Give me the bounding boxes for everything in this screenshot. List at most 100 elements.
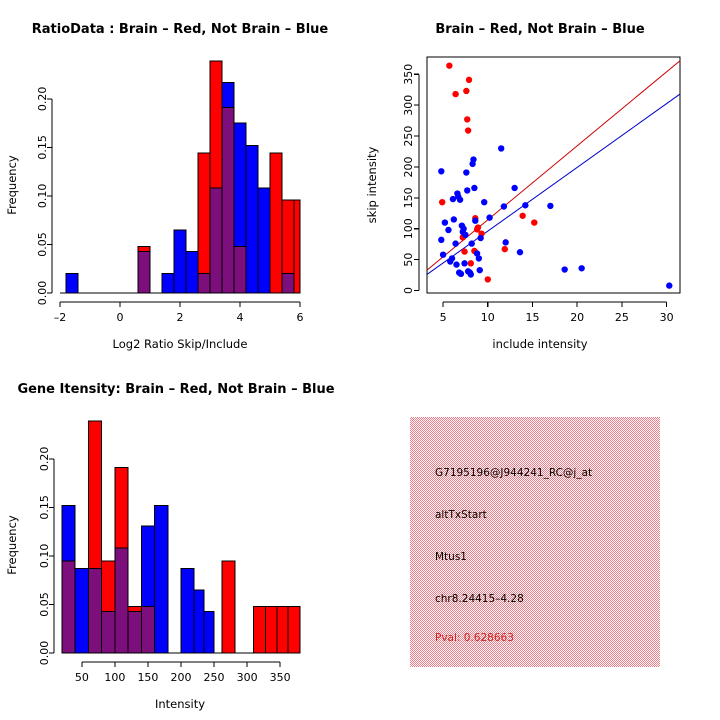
- ratio-histogram-xlabel: Log2 Ratio Skip/Include: [113, 337, 248, 351]
- event-type-text: altTxStart: [435, 509, 487, 521]
- scatter-point: [498, 145, 505, 152]
- histogram-bar: [180, 568, 195, 654]
- scatter-point: [511, 184, 518, 192]
- x-axis-tick-label: 6: [297, 311, 304, 324]
- histogram-bar-overlap: [127, 610, 142, 654]
- histogram-bar-overlap: [137, 250, 151, 294]
- scatter-point: [445, 226, 452, 234]
- histogram-bar: [74, 568, 89, 654]
- x-axis-tick-label: 200: [171, 671, 192, 684]
- gene-histogram-xlabel: Intensity: [155, 697, 205, 711]
- panel-ratio-histogram: RatioData : Brain – Red, Not Brain – Blu…: [0, 0, 360, 360]
- scatter-point: [502, 239, 509, 246]
- x-axis-tick-label: –2: [54, 311, 67, 324]
- histogram-bar-overlap: [101, 610, 116, 654]
- y-axis-tick-label: 0.10: [38, 544, 51, 569]
- histogram-bar-overlap: [197, 273, 211, 294]
- scatter-point: [450, 216, 458, 223]
- histogram-bar-overlap: [61, 560, 76, 654]
- x-axis-tick-label: 300: [237, 671, 258, 684]
- gene-histogram-svg: Gene Itensity: Brain – Red, Not Brain – …: [5, 382, 335, 711]
- histogram-bar-overlap: [281, 273, 295, 294]
- histogram-bar: [269, 152, 283, 294]
- panel-intensity-scatter: Brain – Red, Not Brain – Blue include in…: [360, 0, 720, 360]
- scatter-svg: Brain – Red, Not Brain – Blue include in…: [365, 22, 681, 351]
- scatter-xlabel: include intensity: [492, 337, 587, 351]
- scatter-point: [449, 195, 457, 203]
- histogram-bar: [253, 605, 267, 654]
- histogram-bar-overlap: [209, 187, 223, 294]
- scatter-title: Brain – Red, Not Brain – Blue: [435, 22, 644, 37]
- probe-id-text: G7195196@J944241_RC@j_at: [435, 467, 592, 479]
- x-axis-tick-label: 2: [177, 311, 184, 324]
- scatter-point: [456, 196, 464, 203]
- scatter-point: [470, 156, 477, 163]
- histogram-bar: [185, 250, 199, 294]
- x-axis-tick-label: 20: [570, 311, 584, 324]
- scatter-point: [531, 219, 538, 226]
- scatter-point: [439, 251, 447, 258]
- scatter-point: [473, 226, 481, 233]
- x-axis-tick-label: 150: [137, 671, 158, 684]
- scatter-point: [463, 169, 470, 176]
- y-axis-tick-label: 0.20: [38, 447, 51, 472]
- scatter-point: [561, 266, 568, 273]
- y-axis-tick-label: 0.05: [36, 232, 49, 256]
- scatter-point: [516, 249, 524, 256]
- y-axis-tick-label: 100: [402, 218, 415, 239]
- histogram-bar: [257, 187, 271, 294]
- scatter-point: [486, 214, 493, 221]
- scatter-point: [465, 76, 473, 84]
- x-axis-tick-label: 250: [204, 671, 225, 684]
- histogram-bar: [193, 589, 205, 654]
- y-axis-tick-label: 200: [402, 156, 415, 177]
- x-axis-tick-label: 5: [440, 311, 447, 324]
- probe-info-background: [410, 417, 660, 667]
- histogram-bar: [203, 610, 215, 654]
- scatter-point: [522, 202, 529, 209]
- scatter-point: [438, 236, 445, 244]
- ratio-histogram-svg: RatioData : Brain – Red, Not Brain – Blu…: [5, 22, 328, 351]
- pval-text: Pval: 0.628663: [435, 632, 514, 644]
- panel-probe-info: G7195196@J944241_RC@j_at altTxStart Mtus…: [360, 360, 720, 720]
- scatter-point: [461, 248, 468, 255]
- scatter-point: [468, 240, 475, 247]
- y-axis-tick-label: 0.20: [36, 87, 49, 112]
- panel-gene-intensity-histogram: Gene Itensity: Brain – Red, Not Brain – …: [0, 360, 360, 720]
- scatter-point: [519, 212, 526, 219]
- scatter-point: [452, 90, 459, 98]
- scatter-point: [464, 127, 472, 134]
- probe-info-svg: G7195196@J944241_RC@j_at altTxStart Mtus…: [410, 417, 660, 667]
- regression-line-brain-fit: [426, 60, 681, 271]
- y-axis-tick-label: 0.00: [36, 281, 49, 306]
- scatter-point: [473, 250, 481, 257]
- scatter-point: [484, 276, 491, 283]
- ratio-histogram-axes: 0.00 0.05 0.10 0.15 0.20 –2 0 2 4 6: [36, 87, 304, 324]
- x-axis-tick-label: 100: [104, 671, 125, 684]
- ratio-histogram-bars: [65, 60, 301, 294]
- ratio-histogram-ylabel: Frequency: [5, 155, 19, 215]
- y-axis-tick-label: 0.00: [38, 641, 51, 666]
- x-axis-tick-label: 30: [660, 311, 674, 324]
- scatter-point: [472, 217, 479, 224]
- histogram-bar-overlap: [114, 547, 129, 654]
- histogram-bar: [154, 504, 169, 654]
- scatter-point: [476, 266, 483, 274]
- x-axis-tick-label: 15: [525, 311, 539, 324]
- scatter-point: [467, 260, 475, 267]
- gene-histogram-bars: [61, 420, 301, 654]
- scatter-plot-area: [426, 56, 681, 294]
- scatter-point: [463, 87, 470, 95]
- scatter-point: [452, 240, 459, 247]
- scatter-point: [453, 261, 460, 268]
- x-axis-tick-label: 10: [481, 311, 495, 324]
- scatter-point: [457, 270, 465, 278]
- locus-text: chr8.24415–4.28: [435, 593, 524, 605]
- x-axis-tick-label: 4: [237, 311, 244, 324]
- y-axis-tick-label: 50: [402, 253, 415, 267]
- histogram-bar: [173, 229, 187, 294]
- y-axis-tick-label: 0.05: [38, 592, 51, 617]
- scatter-point: [578, 265, 585, 272]
- scatter-point: [438, 198, 446, 206]
